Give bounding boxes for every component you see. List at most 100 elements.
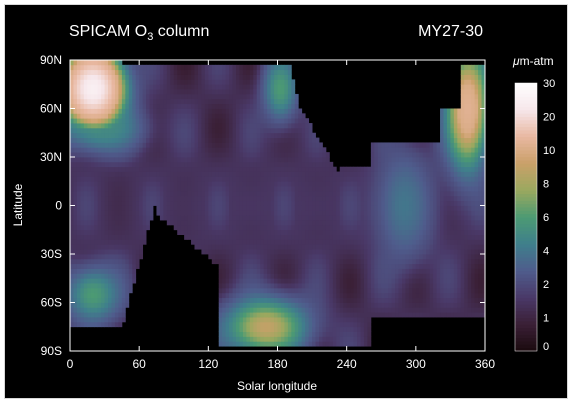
heatmap-cell [242,321,247,328]
heatmap-cell [94,263,99,269]
heatmap-cell [111,268,116,274]
heatmap-cell [405,220,410,226]
heatmap-cell [191,137,195,143]
heatmap-cell [177,152,182,158]
heatmap-cell [249,321,254,328]
heatmap-cell [246,93,251,100]
heatmap-cell [436,302,441,308]
heatmap-cell [336,239,341,245]
heatmap-cell [191,93,195,100]
heatmap-cell [177,161,182,168]
heatmap-cell [139,205,144,211]
heatmap-cell [360,283,365,289]
heatmap-cell [267,152,271,158]
heatmap-cell [222,234,227,240]
heatmap-cell [284,220,289,226]
heatmap-cell [377,200,382,206]
heatmap-cell [125,74,130,80]
heatmap-cell [194,186,199,192]
heatmap-cell [322,210,327,216]
heatmap-cell [363,205,368,211]
heatmap-cell [370,152,375,158]
heatmap-cell [384,166,389,172]
heatmap-cell [332,258,337,265]
heatmap-cell [236,244,240,250]
heatmap-cell [87,258,92,265]
heatmap-cell [415,297,420,303]
heatmap-cell [322,268,327,274]
heatmap-cell [443,224,448,231]
heatmap-cell [201,244,206,250]
heatmap-cell [256,258,261,265]
heatmap-cell [415,234,420,240]
heatmap-cell [301,132,306,138]
heatmap-cell [253,93,258,100]
heatmap-cell [101,220,105,226]
heatmap-cell [384,195,389,202]
heatmap-cell [121,98,126,105]
heatmap-cell [294,103,299,109]
heatmap-cell [249,205,254,211]
heatmap-cell [339,234,344,240]
heatmap-cell [146,220,150,226]
heatmap-cell [312,287,316,294]
heatmap-cell [363,321,368,328]
heatmap-cell [236,103,240,109]
heatmap-cell [312,157,316,163]
heatmap-cell [211,118,216,124]
heatmap-cell [322,171,327,177]
heatmap-cell [263,118,268,124]
heatmap-cell [83,287,88,294]
heatmap-cell [177,108,182,114]
heatmap-cell [218,224,223,231]
heatmap-cell [263,195,268,202]
heatmap-cell [170,69,175,75]
heatmap-cell [346,239,351,245]
heatmap-cell [377,263,382,269]
heatmap-cell [291,181,296,187]
heatmap-cell [415,283,420,289]
heatmap-cell [80,84,85,90]
heatmap-cell [70,176,74,182]
heatmap-cell [249,123,254,129]
heatmap-cell [201,229,206,235]
heatmap-cell [357,171,361,177]
heatmap-cell [211,127,216,134]
heatmap-cell [305,229,310,235]
heatmap-cell [236,113,240,119]
heatmap-cell [419,171,424,177]
heatmap-cell [211,79,216,85]
heatmap-cell [343,181,348,187]
heatmap-cell [312,205,316,211]
heatmap-cell [239,307,244,313]
heatmap-cell [446,268,451,274]
heatmap-cell [440,123,444,129]
heatmap-cell [453,118,458,124]
heatmap-cell [453,273,458,279]
heatmap-cell [121,103,126,109]
heatmap-cell [146,137,150,143]
heatmap-cell [429,186,434,192]
heatmap-cell [388,205,393,211]
heatmap-cell [149,161,154,168]
heatmap-cell [170,200,175,206]
heatmap-cell [350,321,354,328]
heatmap-cell [336,287,341,294]
heatmap-cell [287,161,292,168]
heatmap-cell [301,317,306,323]
heatmap-cell [253,190,258,197]
heatmap-cell [166,103,171,109]
heatmap-cell [270,142,275,148]
heatmap-cell [70,84,74,90]
heatmap-cell [319,224,323,231]
heatmap-cell [118,321,123,328]
heatmap-cell [163,108,168,114]
heatmap-cell [222,268,227,274]
heatmap-cell [76,186,81,192]
heatmap-cell [222,181,227,187]
heatmap-cell [332,273,337,279]
heatmap-cell [194,234,199,240]
heatmap-cell [339,249,344,255]
heatmap-cell [429,181,434,187]
heatmap-cell [384,307,389,313]
